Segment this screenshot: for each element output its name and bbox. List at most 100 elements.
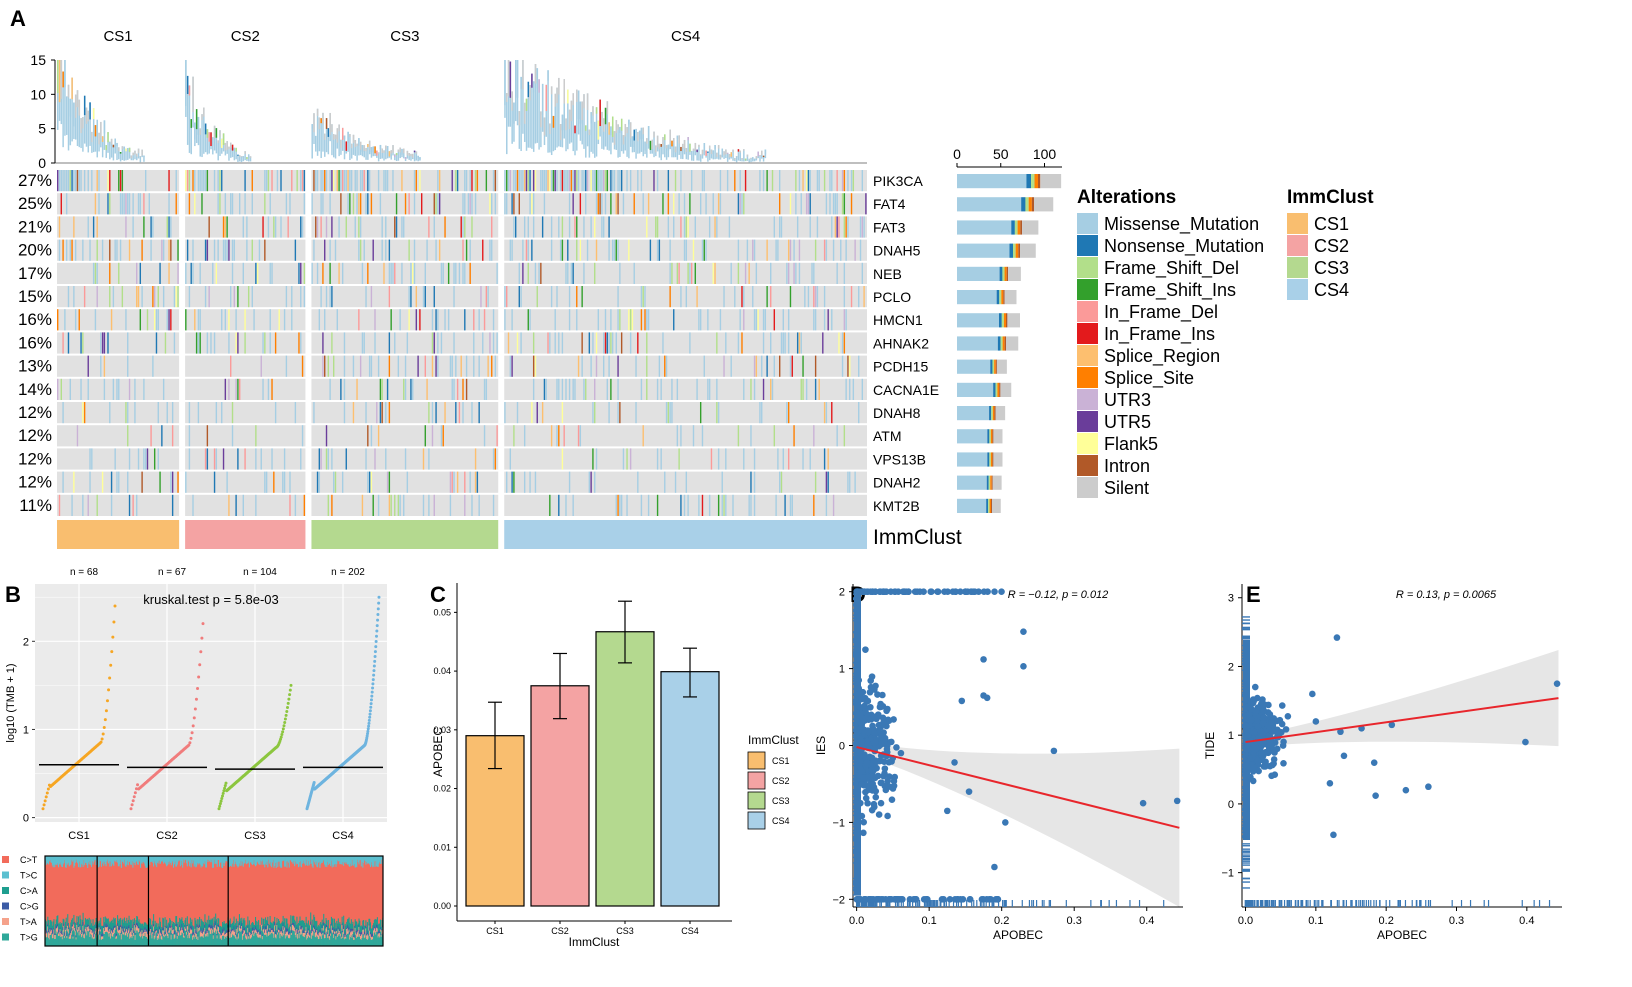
tmb-bar xyxy=(390,150,392,160)
oncoplot-cell xyxy=(98,170,100,192)
oncoplot-cell xyxy=(453,471,455,493)
b-substitution-segment xyxy=(159,928,162,933)
b-substitution-segment xyxy=(110,856,112,862)
count-bar-segment xyxy=(986,498,989,513)
b-substitution-segment xyxy=(315,856,317,862)
oncoplot-cell xyxy=(547,170,549,192)
b-substitution-segment xyxy=(276,856,278,863)
b-substitution-segment xyxy=(248,924,250,933)
b-substitution-segment xyxy=(45,937,47,946)
oncoplot-cell xyxy=(541,170,544,192)
b-substitution-segment xyxy=(162,926,164,931)
b-substitution-segment xyxy=(369,918,371,928)
tmb-bar xyxy=(576,89,578,151)
oncoplot-cell xyxy=(549,170,551,192)
b-point xyxy=(368,709,372,713)
b-substitution-segment xyxy=(114,918,116,926)
b-point xyxy=(367,721,371,725)
b-substitution-segment xyxy=(257,856,259,862)
oncoplot-cell xyxy=(110,309,113,331)
b-substitution-segment xyxy=(234,931,236,937)
tmb-bar-segment xyxy=(552,115,555,128)
oncoplot-cell xyxy=(242,494,244,516)
b-substitution-segment xyxy=(222,935,224,946)
tmb-bar-segment xyxy=(195,109,198,130)
b-substitution-segment xyxy=(142,931,144,934)
count-bar-segment xyxy=(994,406,996,421)
legend-immclust-label: CS3 xyxy=(1314,258,1349,278)
b-substitution-segment xyxy=(58,933,60,936)
oncoplot-cell xyxy=(67,170,70,192)
tmb-bar-segment xyxy=(577,90,580,120)
b-substitution-segment xyxy=(83,856,85,860)
oncoplot-cell xyxy=(494,355,497,377)
oncoplot-cell xyxy=(153,309,156,331)
b-substitution-segment xyxy=(346,856,348,863)
tmb-bar-segment xyxy=(417,155,419,158)
b-substitution-segment xyxy=(363,920,365,929)
oncoplot-cell xyxy=(779,170,781,192)
tmb-bar-segment xyxy=(228,146,230,150)
b-substitution-segment xyxy=(146,936,148,946)
oncoplot-grid xyxy=(57,170,867,516)
b-substitution-segment xyxy=(109,926,111,929)
oncoplot-cell xyxy=(770,262,772,284)
b-substitution-segment xyxy=(190,856,192,868)
b-point xyxy=(312,780,316,784)
b-substitution-segment xyxy=(49,934,51,946)
b-substitution-segment xyxy=(356,932,359,937)
tmb-bar xyxy=(592,106,594,154)
b-substitution-segment xyxy=(70,930,72,934)
b-substitution-segment xyxy=(273,856,275,868)
oncoplot-cell xyxy=(642,425,644,447)
oncoplot-cell xyxy=(327,448,330,470)
b-substitution-segment xyxy=(106,931,108,946)
b-point xyxy=(103,718,107,722)
oncoplot-cell xyxy=(428,448,430,470)
b-substitution-segment xyxy=(172,929,175,934)
b-substitution-segment xyxy=(322,930,324,934)
b-substitution-segment xyxy=(71,926,73,932)
b-point xyxy=(99,740,103,744)
b-substitution-segment xyxy=(281,856,283,862)
b-substitution-segment xyxy=(320,856,322,865)
b-substitution-segment xyxy=(311,929,313,931)
tmb-bar xyxy=(134,150,136,160)
tmb-bar xyxy=(737,149,740,161)
b-substitution-segment xyxy=(337,934,339,946)
oncoplot-cell xyxy=(576,239,578,261)
b-substitution-segment xyxy=(341,930,343,946)
oncoplot-cell xyxy=(341,262,344,284)
b-point xyxy=(373,655,377,659)
b-substitution-segment xyxy=(78,924,80,931)
b-substitution-segment xyxy=(243,917,245,927)
b-substitution-segment xyxy=(199,930,201,933)
oncoplot-cell xyxy=(455,402,457,424)
b-substitution-segment xyxy=(285,927,287,932)
b-substitution-segment xyxy=(229,856,231,867)
b-substitution-segment xyxy=(261,924,263,931)
oncoplot-row-background xyxy=(311,425,499,447)
tmb-bar xyxy=(327,128,330,155)
tmb-bar xyxy=(363,145,366,158)
b-substitution-segment xyxy=(213,916,215,923)
oncoplot-cell xyxy=(171,425,174,447)
oncoplot-cell xyxy=(568,193,571,215)
tmb-bar-segment xyxy=(226,141,228,151)
tmb-bar xyxy=(324,133,326,157)
oncoplot-cell xyxy=(325,216,328,238)
b-substitution-segment xyxy=(353,856,355,866)
b-substitution-segment xyxy=(287,937,290,946)
b-point xyxy=(369,705,373,709)
oncoplot-cell xyxy=(478,309,480,331)
oncoplot-row-background xyxy=(185,425,306,447)
b-substitution-segment xyxy=(344,937,346,946)
b-substitution-segment xyxy=(155,933,157,946)
b-substitution-segment xyxy=(129,856,131,862)
tmb-bar-segment xyxy=(350,143,353,149)
b-point xyxy=(219,799,223,803)
tmb-bar-segment xyxy=(676,135,679,139)
b-substitution-segment xyxy=(51,929,53,934)
oncoplot-cell xyxy=(244,170,246,192)
oncoplot-cell xyxy=(637,332,639,354)
